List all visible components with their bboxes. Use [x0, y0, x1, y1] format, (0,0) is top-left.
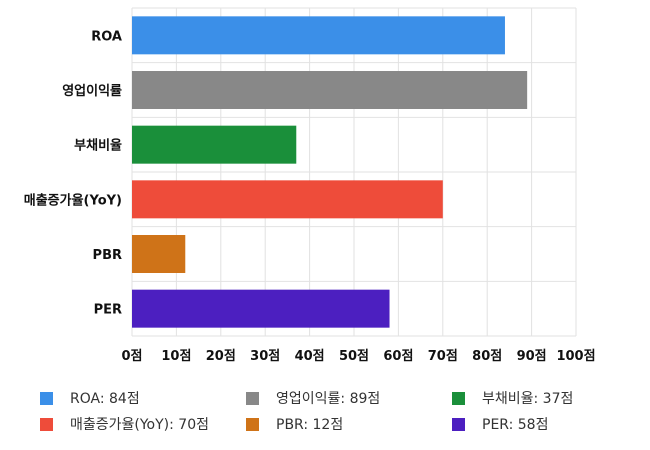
legend-item-1: 영업이익률: 89점	[246, 388, 380, 408]
category-label-1: 영업이익률	[62, 83, 122, 99]
legend-swatch-5	[452, 417, 465, 431]
grid-lines	[131, 7, 577, 337]
category-label-0: ROA	[91, 29, 122, 44]
bar-3	[132, 180, 443, 219]
legend-label-5: PER: 58점	[482, 417, 549, 433]
category-label-2: 부채비율	[74, 138, 122, 154]
legend-item-2: 부채비율: 37점	[452, 388, 573, 408]
tick-label-3: 30점	[250, 349, 280, 364]
legend-swatch-3	[40, 417, 53, 431]
bar-1	[132, 71, 528, 109]
legend-label-1: 영업이익률: 89점	[276, 391, 381, 407]
tick-label-0: 0점	[121, 349, 142, 364]
category-label-5: PER	[94, 303, 122, 318]
tick-label-1: 10점	[161, 349, 191, 364]
tick-label-6: 60점	[383, 349, 413, 364]
tick-label-8: 80점	[472, 349, 502, 364]
legend-label-2: 부채비율: 37점	[482, 391, 574, 407]
tick-labels: 0점 10점 20점 30점 40점 50점 60점 70점 80점 90점 100점	[121, 349, 595, 364]
legend-item-0: ROA: 84점	[40, 388, 140, 408]
tick-label-10: 100점	[556, 349, 595, 364]
legend-swatch-1	[246, 391, 259, 405]
legend-swatch-4	[246, 417, 259, 431]
bars	[132, 16, 528, 328]
legend-label-3: 매출증가율(YoY): 70점	[70, 417, 209, 433]
legend-swatch-2	[452, 391, 465, 405]
category-label-4: PBR	[93, 248, 122, 263]
legend-item-5: PER: 58점	[452, 414, 548, 434]
bar-0	[132, 16, 505, 55]
tick-label-7: 70점	[428, 349, 458, 364]
legend-label-4: PBR: 12점	[276, 417, 344, 433]
bar-2	[132, 125, 297, 164]
legend-label-0: ROA: 84점	[70, 391, 140, 407]
tick-label-2: 20점	[206, 349, 236, 364]
legend-item-3: 매출증가율(YoY): 70점	[40, 414, 209, 434]
category-label-3: 매출증가율(YoY)	[24, 192, 122, 208]
tick-label-5: 50점	[339, 349, 369, 364]
tick-label-4: 40점	[295, 349, 325, 364]
bar-5	[132, 289, 390, 328]
legend-item-4: PBR: 12점	[246, 414, 343, 434]
bar-4	[132, 235, 186, 273]
legend-swatch-0	[40, 391, 53, 405]
tick-label-9: 90점	[517, 349, 547, 364]
